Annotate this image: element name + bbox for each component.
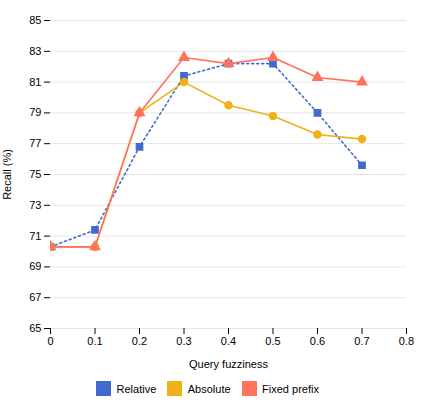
svg-text:0.4: 0.4 <box>221 335 236 347</box>
svg-text:0: 0 <box>47 335 53 347</box>
svg-text:0.6: 0.6 <box>310 335 325 347</box>
svg-text:0.2: 0.2 <box>132 335 147 347</box>
html-text:Relative: Relative <box>116 382 157 395</box>
svg-text:0.5: 0.5 <box>265 335 280 347</box>
svg-text:67: 67 <box>29 291 41 303</box>
svg-text:75: 75 <box>29 168 41 180</box>
svg-text:79: 79 <box>29 106 41 118</box>
svg-text:0.1: 0.1 <box>87 335 102 347</box>
svg-text:0.3: 0.3 <box>176 335 191 347</box>
svg-text:83: 83 <box>29 45 41 57</box>
svg-text:0.7: 0.7 <box>354 335 369 347</box>
svg-text:0.8: 0.8 <box>399 335 414 347</box>
svg-text:85: 85 <box>29 14 41 26</box>
svg-text:71: 71 <box>29 230 41 242</box>
html-text:Fixed prefix: Fixed prefix <box>262 382 319 395</box>
html-text:Absolute: Absolute <box>187 382 231 395</box>
svg-text:65: 65 <box>29 322 41 334</box>
svg-text:73: 73 <box>29 199 41 211</box>
svg-text:69: 69 <box>29 260 41 272</box>
svg-text:77: 77 <box>29 137 41 149</box>
svg-text:Query fuzziness: Query fuzziness <box>189 358 268 370</box>
svg-text:81: 81 <box>29 76 41 88</box>
svg-text:Recall (%): Recall (%) <box>1 149 13 200</box>
